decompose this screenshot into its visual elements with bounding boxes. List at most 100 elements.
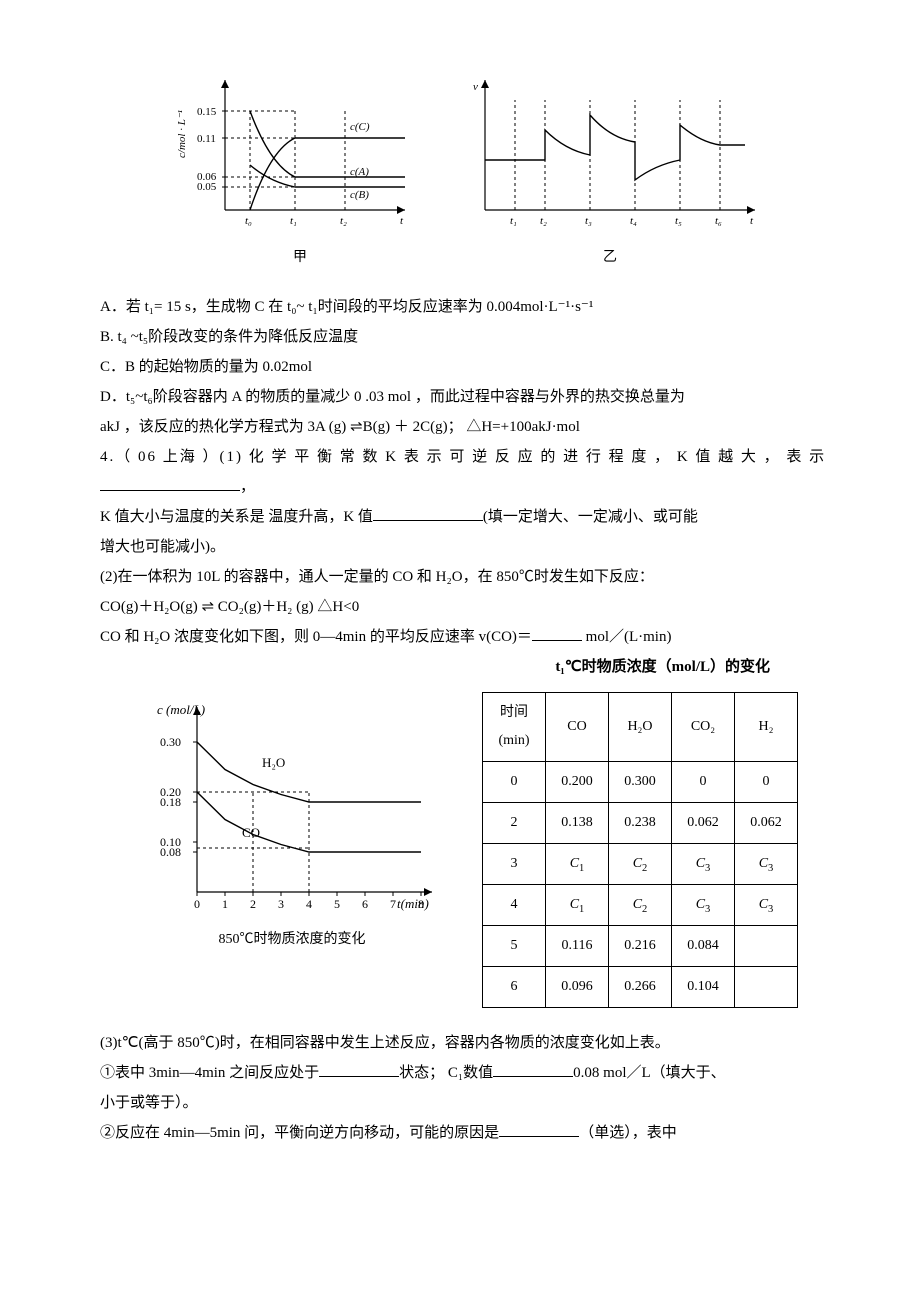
q3-l1: ①表中 3min—4min 之间反应处于 状态； C₁数值 0.08 mol／L（填… [100,1058,840,1088]
q3-l2: ②反应在 4min—5min 问，平衡向逆方向移动，可能的原因是（单选），表中 [100,1118,840,1148]
option-b: B. t₄ ~t₅阶段改变的条件为降低反应温度 [100,322,840,352]
xaxis-850: t(min) [397,896,429,911]
q4-p2: (2)在一体积为 10L 的容器中，通人一定量的 CO 和 H₂O，在 850℃… [100,562,840,592]
svg-text:0.30: 0.30 [160,735,181,749]
k-rel-post: (填一定增大、一定减小、或可能 [483,509,698,525]
svg-text:0.10: 0.10 [160,835,181,849]
series-co: CO [242,825,260,840]
equil-arrow-1: ⇌ [350,418,363,435]
table-cell: 0.300 [609,762,672,803]
ytick-015: 0.15 [197,106,217,118]
table-cell: 0.062 [735,803,798,844]
q4-krel-tail: 增大也可能减小)。 [100,532,840,562]
caption-yi: 乙 [455,244,765,272]
svg-text:1: 1 [222,897,228,911]
ytick-006: 0.06 [197,171,217,183]
q4-blankline: ， [100,472,840,502]
eq-pre: CO(g)＋H₂O(g) [100,599,201,615]
q4-comma: ， [240,479,255,495]
chart-jia-svg: 0.05 0.06 0.11 0.15 t₀ t₁ t₂ t [175,70,425,240]
yi-t3: t₃ [585,215,592,227]
table-cell: 0 [735,762,798,803]
svg-text:4: 4 [306,897,312,911]
table-header-cell: CO₂ [672,693,735,762]
q4-head: 4.（ 06 上海 ）(1) 化 学 平 衡 常 数 K 表 示 可 逆 反 应… [100,442,840,472]
table-cell: 2 [483,803,546,844]
q4-eq: CO(g)＋H₂O(g) ⇌ CO₂(g)＋H₂ (g) △H<0 [100,592,840,622]
option-d-line1: D．t₅~t₆阶段容器内 A 的物质的量减少 0 .03 mol ，而此过程中容… [100,382,840,412]
table-cell: 0 [483,762,546,803]
table-row: 3C1C2C3C3 [483,844,798,885]
table-header-cell: H₂ [735,693,798,762]
blank-progress [100,475,240,491]
table-cell [735,926,798,967]
svg-text:8: 8 [418,897,424,911]
table-cell [735,967,798,1008]
q3-l1-tail: 小于或等于）。 [100,1088,840,1118]
table-cell: 5 [483,926,546,967]
yaxis-label-jia: c/mol · L⁻¹ [176,110,188,158]
eq-post: CO₂(g)＋H₂ (g) △H<0 [214,599,359,615]
equil-arrow-2: ⇌ [201,598,214,615]
chart-850c: c (mol/L) t(min) 0.080.100.180.200.30 01… [142,692,442,954]
q3-l1-b: 状态； C₁数值 [399,1065,493,1081]
opt-d-pre: akJ ，该反应的热化学方程式为 3A (g) [100,419,350,435]
yi-t1: t₁ [510,215,517,227]
table-cell: 0.096 [546,967,609,1008]
table-cell: 0 [672,762,735,803]
xtick-t2: t₂ [340,215,347,227]
table-cell: C3 [735,844,798,885]
table-cell: 4 [483,885,546,926]
blank-state [319,1061,399,1077]
table-row: 60.0960.2660.104 [483,967,798,1008]
chart-table-row: c (mol/L) t(min) 0.080.100.180.200.30 01… [100,692,840,1008]
table-cell: 0.138 [546,803,609,844]
p2b-pre: CO 和 H₂O 浓度变化如下图，则 0—4min 的平均反应速率 v(CO)＝ [100,629,532,645]
table-cell: C2 [609,885,672,926]
yaxis-850: c (mol/L) [157,702,205,717]
blank-kvalue [373,505,483,521]
figure-row-top: 0.05 0.06 0.11 0.15 t₀ t₁ t₂ t [100,70,840,272]
table-header-cell: 时间(min) [483,693,546,762]
yi-t2: t₂ [540,215,547,227]
table-cell: 0.216 [609,926,672,967]
series-h2o: H₂O [262,755,285,770]
table-cell: 0.084 [672,926,735,967]
q4-p2b: CO 和 H₂O 浓度变化如下图，则 0—4min 的平均反应速率 v(CO)＝… [100,622,840,652]
yi-t4: t₄ [630,215,637,227]
yi-t6: t₆ [715,215,722,227]
figure-jia: 0.05 0.06 0.11 0.15 t₀ t₁ t₂ t [175,70,425,272]
table-header-cell: H₂O [609,693,672,762]
table-cell: 0.266 [609,967,672,1008]
table-row: 00.2000.30000 [483,762,798,803]
opt-d-post: B(g) ＋ 2C(g)； △H=+100akJ·mol [363,419,580,435]
q3-l2-a: ②反应在 4min—5min 问，平衡向逆方向移动，可能的原因是 [100,1125,499,1141]
xtick-t0: t₀ [245,215,252,227]
table-cell: 0.104 [672,967,735,1008]
conc-table-wrap: 时间(min)COH₂OCO₂H₂00.2000.3000020.1380.23… [482,692,798,1008]
chart-yi-svg: v t t₁ t₂ t₃ t₄ t₅ t₆ [455,70,765,240]
q3-l1-a: ①表中 3min—4min 之间反应处于 [100,1065,319,1081]
q3-intro: (3)t℃(高于 850℃)时，在相同容器中发生上述反应，容器内各物质的浓度变化… [100,1028,840,1058]
blank-c1 [493,1061,573,1077]
table-row: 20.1380.2380.0620.062 [483,803,798,844]
curve-label-b: c(B) [350,189,369,201]
xtick-t1: t₁ [290,215,297,227]
yi-t5: t₅ [675,215,682,227]
table-header-cell: CO [546,693,609,762]
table-cell: C2 [609,844,672,885]
xaxis-t: t [400,215,404,227]
svg-text:2: 2 [250,897,256,911]
conc-table: 时间(min)COH₂OCO₂H₂00.2000.3000020.1380.23… [482,692,798,1008]
svg-text:5: 5 [334,897,340,911]
svg-text:3: 3 [278,897,284,911]
svg-text:0: 0 [194,897,200,911]
table-title: t₁℃时物质浓度（mol/L）的变化 [100,652,840,682]
table-cell: C3 [735,885,798,926]
table-cell: C1 [546,844,609,885]
blank-reason [499,1121,579,1137]
curve-label-a: c(A) [350,166,369,178]
curve-label-c: c(C) [350,121,370,133]
q3-l1-c: 0.08 mol／L（填大于、 [573,1065,726,1081]
figure-yi: v t t₁ t₂ t₃ t₄ t₅ t₆ 乙 [455,70,765,272]
